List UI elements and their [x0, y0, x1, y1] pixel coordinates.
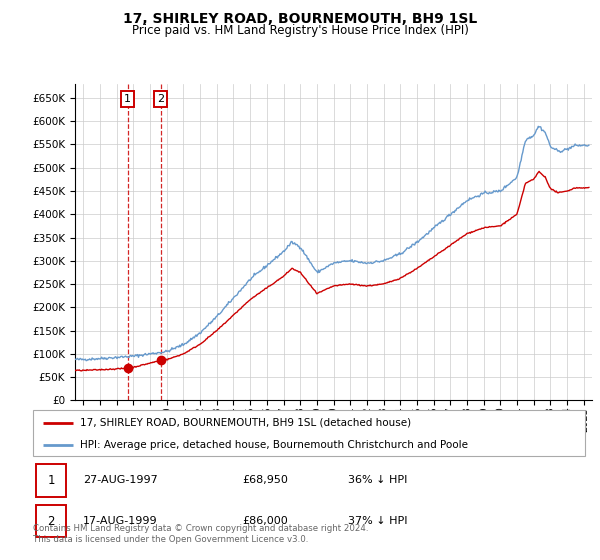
Text: 17, SHIRLEY ROAD, BOURNEMOUTH, BH9 1SL: 17, SHIRLEY ROAD, BOURNEMOUTH, BH9 1SL	[123, 12, 477, 26]
Text: 2: 2	[157, 94, 164, 104]
Text: 17-AUG-1999: 17-AUG-1999	[83, 516, 157, 526]
Text: Contains HM Land Registry data © Crown copyright and database right 2024.
This d: Contains HM Land Registry data © Crown c…	[33, 524, 368, 544]
Text: 2: 2	[47, 515, 55, 528]
Text: £68,950: £68,950	[243, 475, 289, 485]
Text: 36% ↓ HPI: 36% ↓ HPI	[347, 475, 407, 485]
Text: 17, SHIRLEY ROAD, BOURNEMOUTH, BH9 1SL (detached house): 17, SHIRLEY ROAD, BOURNEMOUTH, BH9 1SL (…	[80, 418, 411, 428]
Text: £86,000: £86,000	[243, 516, 289, 526]
FancyBboxPatch shape	[36, 505, 66, 538]
Text: HPI: Average price, detached house, Bournemouth Christchurch and Poole: HPI: Average price, detached house, Bour…	[80, 440, 468, 450]
FancyBboxPatch shape	[36, 464, 66, 497]
Text: 37% ↓ HPI: 37% ↓ HPI	[347, 516, 407, 526]
Text: 1: 1	[124, 94, 131, 104]
Text: 1: 1	[47, 474, 55, 487]
Text: Price paid vs. HM Land Registry's House Price Index (HPI): Price paid vs. HM Land Registry's House …	[131, 24, 469, 37]
Text: 27-AUG-1997: 27-AUG-1997	[83, 475, 157, 485]
FancyBboxPatch shape	[33, 410, 585, 456]
